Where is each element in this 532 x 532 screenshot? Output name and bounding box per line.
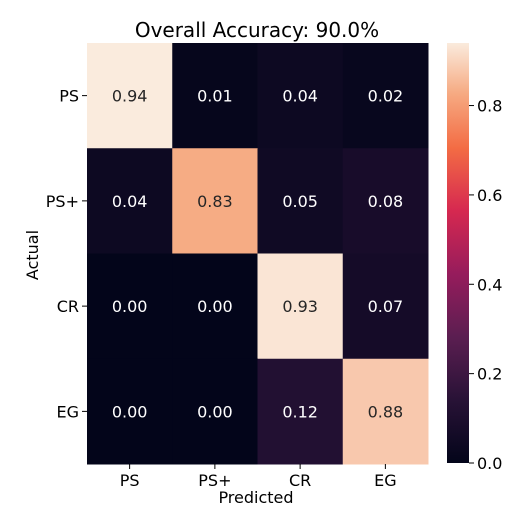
cell-value-label: 0.00 <box>112 402 148 421</box>
cell-value-label: 0.02 <box>368 87 404 106</box>
heatmap-cell <box>342 148 429 254</box>
heatmap-cell <box>257 358 344 465</box>
cell-value-label: 0.01 <box>197 87 233 106</box>
heatmap-cell <box>87 148 173 254</box>
heatmap-cells <box>87 43 429 465</box>
heatmap-cell <box>87 43 173 149</box>
cell-value-label: 0.04 <box>112 192 148 211</box>
heatmap-cell-labels: 0.94 0.01 0.04 0.02 0.04 0.83 0.05 0.08 0.00 0.00… <box>112 87 403 422</box>
cell-value-label: 0.00 <box>197 402 233 421</box>
colorbar-tick-label: 0.2 <box>477 365 502 384</box>
cell-value-label: 0.04 <box>282 87 318 106</box>
heatmap-cell <box>87 358 173 465</box>
cell-value-label: 0.00 <box>197 297 233 316</box>
x-tick-label: PS+ <box>198 471 231 490</box>
cell-value-label: 0.05 <box>282 192 318 211</box>
heatmap-cell <box>172 43 258 149</box>
x-axis-ticks: PS PS+ CR EG <box>120 464 397 490</box>
heatmap-cell <box>172 358 258 465</box>
cell-value-label: 0.93 <box>282 297 318 316</box>
heatmap-cell <box>342 358 429 465</box>
y-tick-label: CR <box>57 297 79 316</box>
cell-value-label: 0.88 <box>368 402 404 421</box>
x-axis-label: Predicted <box>218 488 293 507</box>
heatmap-cell <box>257 148 344 254</box>
y-axis-label: Actual <box>23 230 42 280</box>
colorbar-tick-label: 0.8 <box>477 97 502 116</box>
cell-value-label: 0.94 <box>112 87 148 106</box>
heatmap-cell <box>172 148 258 254</box>
heatmap-cell <box>257 43 344 149</box>
cell-value-label: 0.08 <box>368 192 404 211</box>
y-tick-label: PS+ <box>46 192 79 211</box>
heatmap-cell <box>342 43 429 149</box>
y-tick-label: EG <box>56 402 79 421</box>
y-axis-ticks: PS PS+ CR EG <box>46 87 87 421</box>
colorbar <box>447 43 469 463</box>
cell-value-label: 0.12 <box>282 402 318 421</box>
heatmap-cell <box>342 253 429 360</box>
colorbar-tick-label: 0.4 <box>477 275 502 294</box>
chart-title: Overall Accuracy: 90.0% <box>135 18 379 42</box>
x-tick-label: PS <box>120 471 140 490</box>
cell-value-label: 0.83 <box>197 192 233 211</box>
x-tick-label: CR <box>289 471 311 490</box>
colorbar-ticks: 0.0 0.2 0.4 0.6 0.8 <box>469 97 502 473</box>
cell-value-label: 0.00 <box>112 297 148 316</box>
cell-value-label: 0.07 <box>368 297 404 316</box>
y-tick-label: PS <box>59 87 79 106</box>
heatmap-cell <box>172 253 258 360</box>
colorbar-tick-label: 0.6 <box>477 186 502 205</box>
colorbar-tick-label: 0.0 <box>477 454 502 473</box>
heatmap-cell <box>257 253 344 360</box>
heatmap-cell <box>87 253 173 360</box>
x-tick-label: EG <box>374 471 397 490</box>
